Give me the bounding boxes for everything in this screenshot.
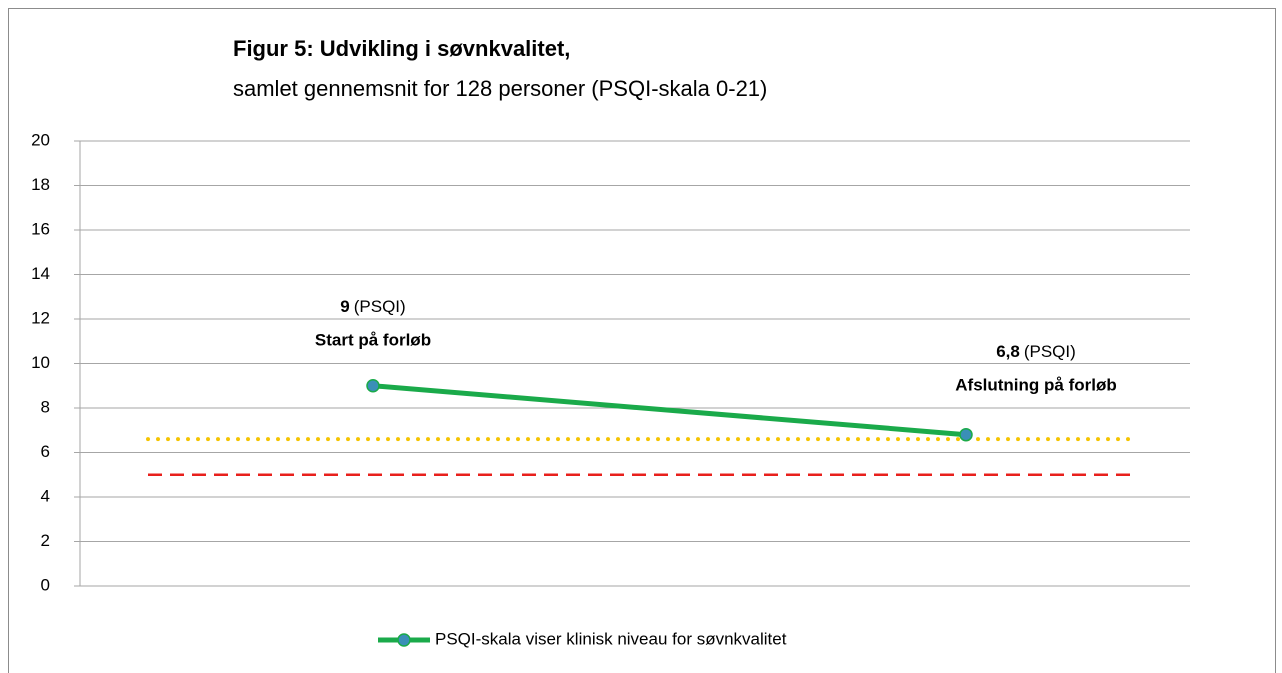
- data-point: [366, 379, 380, 393]
- data-label: 6,8 (PSQI): [996, 342, 1076, 361]
- y-tick-label: 20: [31, 130, 50, 149]
- y-tick-label: 8: [41, 397, 50, 416]
- annotation: Afslutning på forløb: [955, 375, 1116, 394]
- legend-marker: [397, 633, 411, 647]
- data-line: [372, 383, 967, 438]
- legend-label: PSQI-skala viser klinisk niveau for søvn…: [435, 629, 787, 648]
- y-tick-label: 18: [31, 175, 50, 194]
- y-tick-label: 12: [31, 308, 50, 327]
- y-tick-label: 6: [41, 442, 50, 461]
- unit-label: (PSQI): [1024, 342, 1076, 361]
- value-label: 6,8: [996, 342, 1020, 361]
- y-tick-label: 14: [31, 264, 50, 283]
- y-tick-label: 10: [31, 353, 50, 372]
- data-label: 9 (PSQI): [340, 297, 405, 316]
- chart-title: Figur 5: Udvikling i søvnkvalitet,: [233, 36, 570, 61]
- data-point: [959, 427, 973, 442]
- y-tick-label: 4: [41, 486, 50, 505]
- chart-subtitle: samlet gennemsnit for 128 personer (PSQI…: [233, 76, 767, 101]
- unit-label: (PSQI): [354, 297, 406, 316]
- value-label: 9: [340, 297, 349, 316]
- y-tick-label: 2: [41, 531, 50, 550]
- chart-border: [8, 8, 1276, 673]
- annotation: Start på forløb: [315, 330, 431, 349]
- y-tick-label: 16: [31, 219, 50, 238]
- y-tick-label: 0: [41, 575, 50, 594]
